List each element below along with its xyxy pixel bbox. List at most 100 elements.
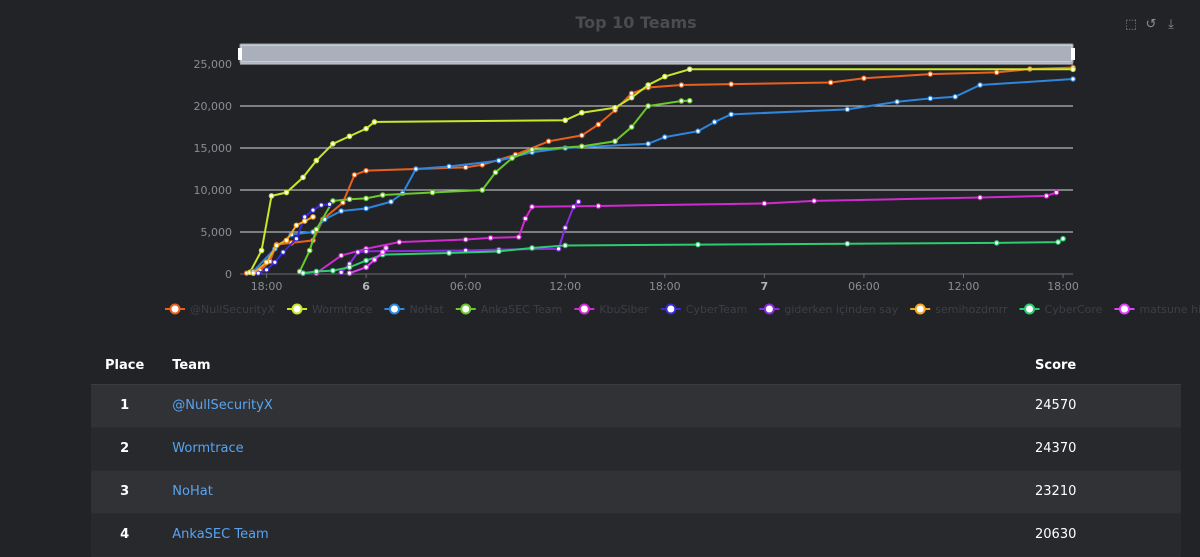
data-point xyxy=(728,81,734,87)
data-point xyxy=(844,106,851,113)
data-point xyxy=(628,94,635,101)
score-cell: 23210 xyxy=(1021,470,1181,514)
data-point xyxy=(301,218,308,224)
data-point xyxy=(811,198,817,204)
data-point xyxy=(562,117,569,124)
data-point xyxy=(661,73,668,80)
data-point xyxy=(338,269,345,276)
team-header[interactable]: Team xyxy=(158,348,1021,385)
place-cell: 2 xyxy=(91,427,159,471)
data-point xyxy=(562,225,569,231)
legend-swatch-marker xyxy=(763,303,775,315)
data-point xyxy=(645,103,652,109)
data-point xyxy=(338,208,345,214)
data-point xyxy=(306,247,313,254)
y-tick-label: 15,000 xyxy=(194,142,233,155)
data-point xyxy=(661,134,668,140)
data-point xyxy=(678,98,685,104)
legend-label: CyberTeam xyxy=(686,303,748,316)
data-point xyxy=(300,174,306,181)
data-point xyxy=(492,169,499,176)
data-point xyxy=(313,268,320,275)
data-point xyxy=(952,93,958,100)
x-tick-label: 06:00 xyxy=(450,280,482,293)
chart-svg: Top 10 Teams 0 5,000 10,000 15,000 20,000 25,0… xyxy=(165,13,1200,316)
data-point xyxy=(1070,76,1076,82)
data-point xyxy=(388,198,394,205)
data-point xyxy=(310,214,316,220)
data-point xyxy=(250,270,257,276)
data-point xyxy=(993,69,1000,76)
data-point xyxy=(496,157,502,164)
team-link[interactable]: @NullSecurityX xyxy=(172,398,273,413)
x-tick-label: 18:00 xyxy=(1047,280,1079,293)
zoom-icon[interactable]: ⬚ xyxy=(1124,17,1138,32)
score-cell: 24570 xyxy=(1021,384,1181,428)
score-header[interactable]: Score xyxy=(1021,348,1181,385)
data-point xyxy=(844,240,851,247)
data-point xyxy=(645,82,652,88)
team-link[interactable]: NoHat xyxy=(172,484,213,499)
data-point xyxy=(612,138,618,145)
data-point xyxy=(695,241,701,248)
data-point xyxy=(396,239,403,245)
legend-swatch-marker xyxy=(169,303,181,315)
data-point xyxy=(268,193,275,199)
data-point xyxy=(686,97,693,104)
data-point xyxy=(686,66,693,73)
legend-label: NoHat xyxy=(409,303,444,316)
team-link[interactable]: AnkaSEC Team xyxy=(172,527,269,542)
data-point xyxy=(827,79,834,86)
data-point xyxy=(318,202,325,208)
restore-icon[interactable]: ↺ xyxy=(1145,17,1157,32)
data-point xyxy=(1043,193,1050,199)
data-point xyxy=(346,133,353,140)
data-point xyxy=(894,99,900,105)
series-line xyxy=(302,237,1064,275)
legend-label: matsune hiku xyxy=(1139,303,1200,316)
data-point xyxy=(272,259,278,266)
legend-label: AnkaSEC Team xyxy=(481,303,563,316)
data-point xyxy=(579,132,585,139)
legend-swatch-marker xyxy=(914,303,926,315)
team-cell: AnkaSEC Team xyxy=(158,513,1021,557)
place-header[interactable]: Place xyxy=(91,348,159,385)
team-link[interactable]: Wormtrace xyxy=(172,441,244,456)
data-point xyxy=(515,234,522,240)
data-point xyxy=(977,82,983,88)
data-point xyxy=(363,264,369,271)
data-point xyxy=(595,121,602,128)
data-point xyxy=(313,226,320,233)
data-point xyxy=(363,257,369,264)
data-point xyxy=(338,252,345,259)
data-point xyxy=(927,71,934,77)
data-point xyxy=(555,246,562,252)
data-point xyxy=(310,207,316,213)
download-icon[interactable]: ⤓ xyxy=(1168,17,1174,32)
series-line xyxy=(315,191,1057,274)
series-line xyxy=(340,201,580,274)
legend-swatch-marker xyxy=(578,303,590,315)
data-point xyxy=(993,240,1000,246)
table-row: 4 AnkaSEC Team 20630 xyxy=(91,513,1181,557)
data-point xyxy=(346,270,353,276)
table-header-row: Place Team Score xyxy=(91,348,1181,385)
data-point xyxy=(529,146,535,153)
data-point xyxy=(371,256,378,263)
data-point xyxy=(273,242,280,249)
data-point xyxy=(529,204,535,210)
zoom-handle-right xyxy=(1071,48,1075,60)
data-point xyxy=(263,266,270,273)
x-tick-label: 6 xyxy=(362,280,370,293)
data-point xyxy=(363,248,369,255)
legend-swatch-marker xyxy=(291,303,303,315)
data-point xyxy=(678,82,685,88)
data-point xyxy=(346,196,353,203)
data-point xyxy=(446,163,452,170)
data-point xyxy=(326,201,333,208)
legend-swatch-marker xyxy=(1024,303,1036,315)
data-point xyxy=(570,204,577,210)
data-point xyxy=(628,124,635,130)
data-point xyxy=(379,192,386,198)
place-cell: 4 xyxy=(91,513,159,557)
